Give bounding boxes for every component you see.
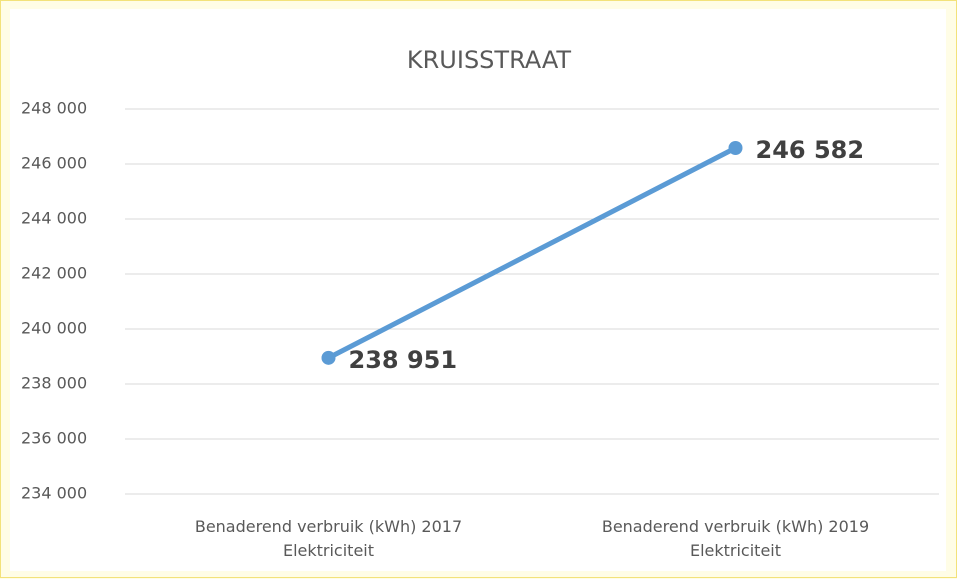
x-tick-label: Benaderend verbruik (kWh) 2019 Elektrici… bbox=[601, 517, 870, 560]
x-tick-label: Benaderend verbruik (kWh) 2017 Elektrici… bbox=[194, 517, 463, 560]
point bbox=[728, 140, 743, 155]
y-tick-label: 238 000 bbox=[21, 374, 87, 393]
chart-panel bbox=[10, 9, 946, 571]
y-tick-label: 240 000 bbox=[21, 319, 87, 338]
data-label: 238 951 bbox=[349, 346, 458, 374]
y-tick-label: 242 000 bbox=[21, 264, 87, 283]
y-tick-label: 248 000 bbox=[21, 99, 87, 118]
data-label: 246 582 bbox=[756, 136, 865, 164]
y-tick-label: 234 000 bbox=[21, 484, 87, 503]
point bbox=[321, 350, 336, 365]
y-tick-label: 244 000 bbox=[21, 209, 87, 228]
line bbox=[326, 145, 738, 361]
y-tick-label: 246 000 bbox=[21, 154, 87, 173]
chart-title: KRUISSTRAAT bbox=[407, 46, 572, 74]
y-tick-label: 236 000 bbox=[21, 429, 87, 448]
